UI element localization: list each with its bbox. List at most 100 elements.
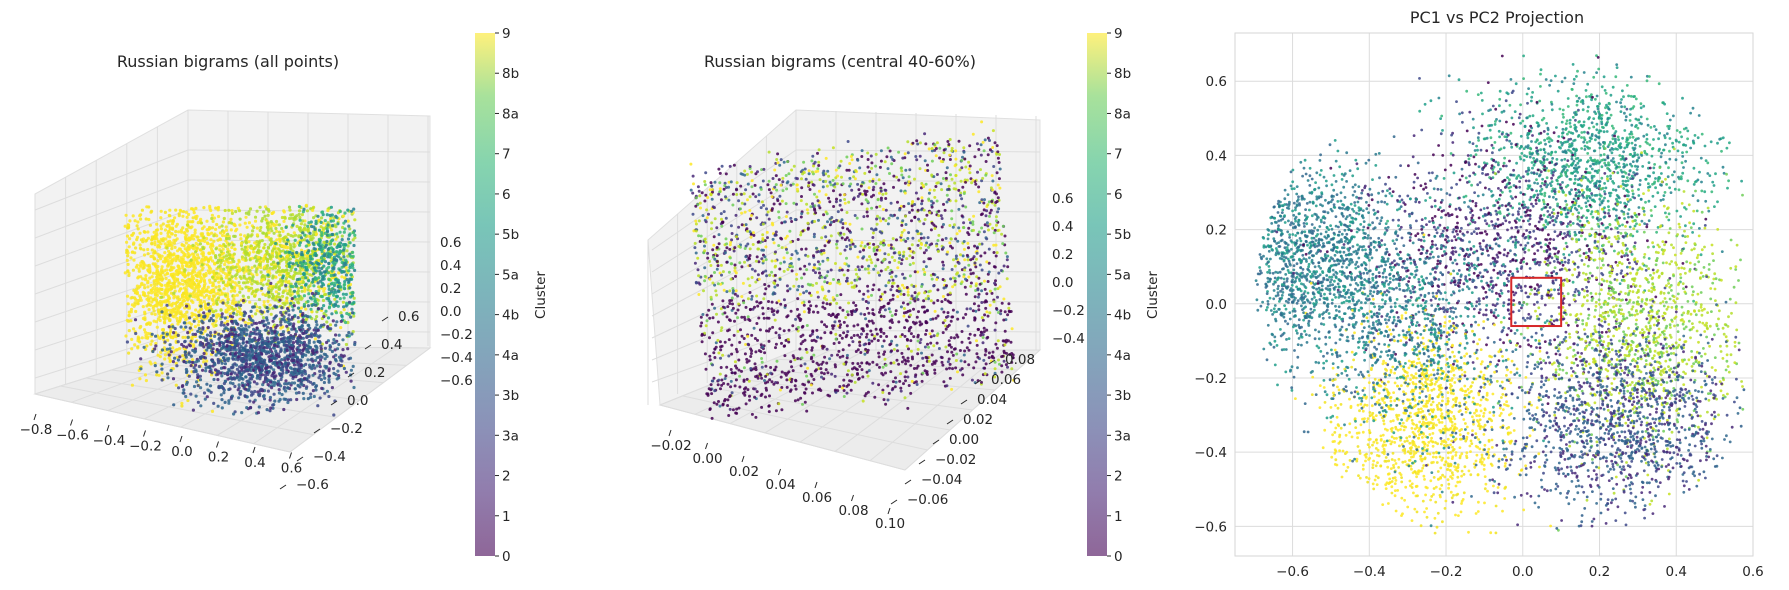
data-point bbox=[205, 395, 209, 399]
data-point bbox=[806, 366, 810, 370]
data-point bbox=[146, 335, 150, 339]
data-point bbox=[300, 213, 304, 217]
data-point bbox=[240, 255, 244, 259]
data-point bbox=[755, 255, 759, 259]
data-point bbox=[185, 229, 189, 233]
data-point bbox=[974, 309, 978, 313]
data-point bbox=[288, 275, 292, 279]
data-point bbox=[261, 316, 266, 320]
data-point bbox=[754, 195, 758, 199]
data-point bbox=[269, 312, 273, 316]
data-point bbox=[142, 253, 147, 257]
data-point bbox=[139, 238, 144, 242]
data-point bbox=[319, 358, 323, 362]
data-point bbox=[215, 222, 219, 227]
data-point bbox=[351, 330, 355, 334]
data-point bbox=[781, 176, 785, 180]
panel-3d-all-points: Russian bigrams (all points) −0.8 −0.6 −0.… bbox=[20, 26, 549, 565]
data-point bbox=[332, 338, 336, 342]
data-point bbox=[196, 359, 200, 363]
data-point bbox=[201, 289, 205, 293]
data-point bbox=[314, 388, 318, 392]
data-point bbox=[337, 342, 341, 347]
data-point bbox=[256, 411, 261, 415]
data-point bbox=[165, 332, 169, 336]
data-point bbox=[245, 277, 249, 281]
data-point bbox=[352, 300, 356, 305]
data-point bbox=[320, 231, 324, 235]
data-point bbox=[187, 306, 191, 310]
data-point bbox=[255, 209, 259, 213]
data-point bbox=[255, 342, 259, 346]
data-point bbox=[331, 266, 335, 270]
data-point bbox=[248, 258, 252, 262]
data-point bbox=[261, 364, 265, 368]
data-point bbox=[319, 354, 323, 358]
data-point bbox=[192, 290, 196, 294]
data-point bbox=[232, 412, 236, 416]
data-point bbox=[344, 370, 348, 374]
data-point bbox=[152, 282, 156, 286]
data-point bbox=[172, 296, 176, 300]
data-point bbox=[296, 384, 300, 388]
data-point bbox=[984, 160, 988, 163]
data-point bbox=[216, 205, 221, 210]
data-point bbox=[351, 254, 355, 258]
data-point bbox=[297, 366, 301, 370]
data-point bbox=[247, 372, 251, 376]
data-point bbox=[160, 362, 164, 366]
data-point bbox=[220, 277, 224, 281]
data-point bbox=[308, 231, 312, 235]
data-point bbox=[234, 330, 238, 334]
data-point bbox=[198, 248, 202, 252]
data-point bbox=[294, 370, 298, 374]
data-point bbox=[281, 237, 285, 241]
data-point bbox=[233, 289, 237, 293]
data-point bbox=[223, 400, 227, 404]
data-point bbox=[272, 343, 276, 348]
data-point bbox=[134, 309, 138, 314]
data-point bbox=[239, 241, 244, 245]
data-point bbox=[215, 299, 219, 303]
data-point bbox=[167, 325, 171, 329]
data-point bbox=[310, 349, 314, 353]
data-point bbox=[154, 228, 158, 232]
data-point bbox=[347, 269, 351, 273]
data-point bbox=[302, 376, 307, 381]
data-point bbox=[343, 282, 347, 286]
data-point bbox=[255, 267, 259, 271]
data-point bbox=[161, 277, 165, 281]
data-point bbox=[308, 326, 312, 330]
data-point bbox=[296, 363, 300, 367]
data-point bbox=[738, 374, 742, 378]
data-point bbox=[220, 312, 224, 316]
data-point bbox=[210, 216, 214, 221]
data-point bbox=[258, 377, 262, 381]
data-point bbox=[308, 296, 313, 300]
data-point bbox=[201, 336, 206, 340]
data-point bbox=[979, 143, 983, 147]
data-point bbox=[136, 227, 140, 231]
data-point bbox=[286, 398, 291, 402]
data-point bbox=[308, 345, 312, 349]
data-point bbox=[261, 283, 265, 287]
colorbar-tick-label: 6 bbox=[502, 187, 511, 203]
data-point bbox=[184, 210, 188, 214]
data-point bbox=[211, 297, 215, 301]
data-point bbox=[285, 348, 289, 353]
data-point bbox=[187, 374, 191, 378]
data-point bbox=[307, 221, 311, 225]
data-point bbox=[342, 286, 346, 290]
data-point bbox=[200, 239, 204, 243]
data-point bbox=[332, 371, 336, 375]
data-point bbox=[945, 367, 949, 371]
data-point bbox=[261, 231, 265, 235]
data-point bbox=[155, 370, 159, 374]
colorbar-tick-label: 5a bbox=[502, 267, 519, 283]
data-point bbox=[284, 311, 288, 315]
data-point bbox=[220, 292, 224, 296]
data-point bbox=[171, 220, 175, 224]
data-point bbox=[345, 311, 349, 316]
data-point bbox=[234, 334, 238, 338]
data-point bbox=[186, 223, 190, 227]
